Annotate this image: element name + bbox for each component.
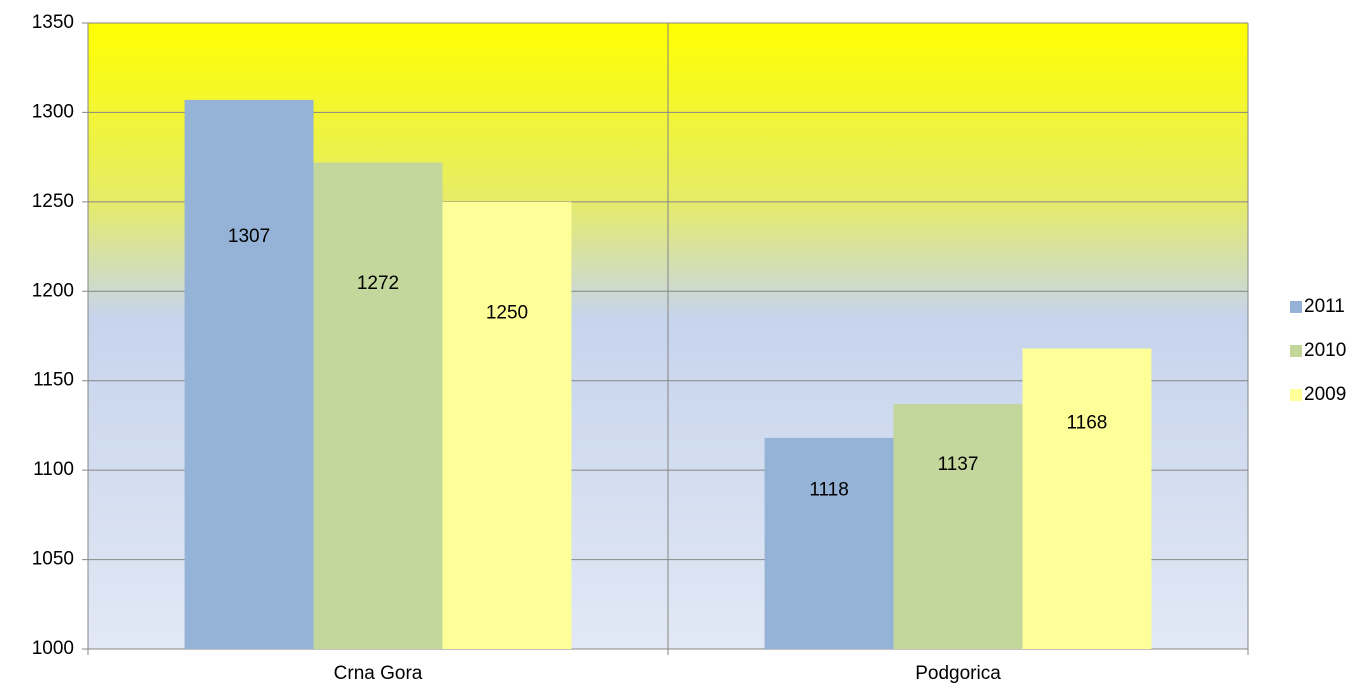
bar [1022, 348, 1152, 649]
x-tick-label: Crna Gora [334, 663, 423, 684]
data-label: 1272 [357, 273, 399, 294]
data-label: 1250 [486, 303, 528, 324]
y-tick-label: 1050 [32, 549, 74, 570]
data-label: 1118 [809, 480, 848, 501]
y-tick-label: 1000 [32, 638, 74, 659]
legend-swatch [1290, 389, 1302, 401]
legend-swatch [1290, 301, 1302, 313]
data-label: 1168 [1067, 413, 1108, 434]
legend-label: 2010 [1304, 340, 1346, 361]
data-label: 1137 [938, 454, 979, 475]
y-tick-label: 1250 [32, 191, 74, 212]
y-tick-label: 1350 [32, 12, 74, 33]
y-tick-label: 1300 [32, 101, 74, 122]
data-label: 1307 [228, 226, 270, 247]
bar [893, 403, 1023, 649]
bar [184, 99, 314, 649]
legend-label: 2011 [1304, 296, 1345, 317]
legend-label: 2009 [1304, 384, 1346, 405]
y-tick-label: 1100 [33, 459, 74, 480]
bar [764, 437, 894, 649]
bar [442, 201, 572, 649]
y-tick-label: 1200 [32, 280, 74, 301]
bar [313, 162, 443, 649]
y-tick-label: 1150 [33, 370, 74, 391]
x-tick-label: Podgorica [915, 663, 1001, 684]
legend-swatch [1290, 345, 1302, 357]
